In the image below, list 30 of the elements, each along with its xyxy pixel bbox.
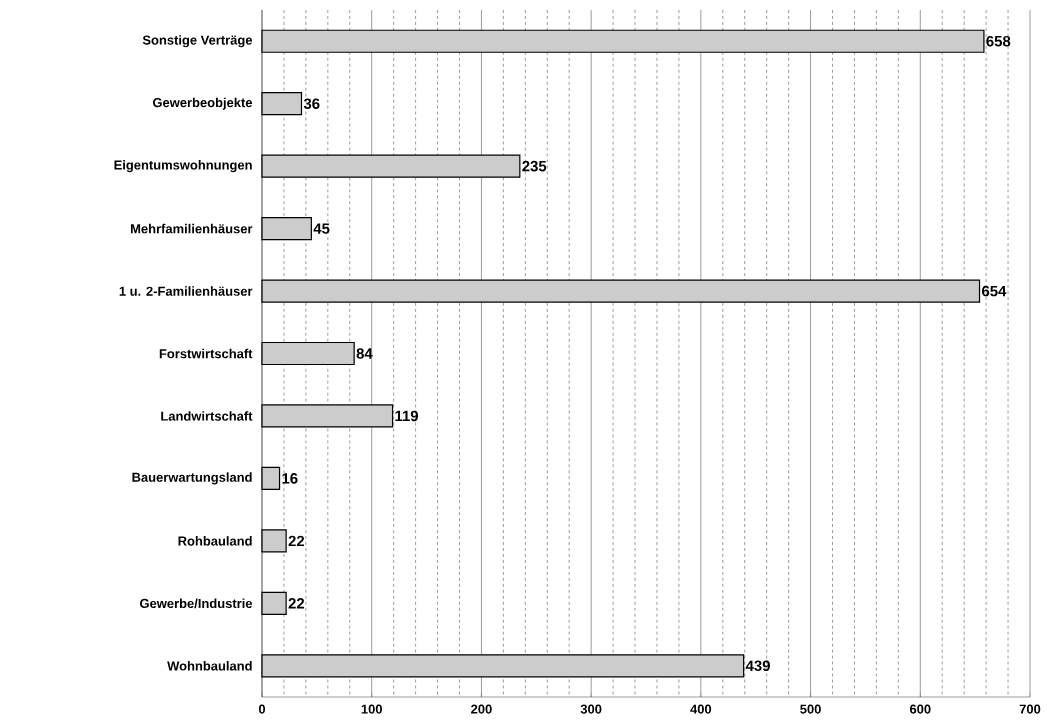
y-tick-label: Forstwirtschaft [159, 348, 253, 359]
y-tick-label: Gewerbeobjekte [152, 97, 253, 110]
data-label: 439 [745, 660, 770, 672]
x-tick-label: 500 [800, 704, 821, 714]
y-tick-label: Rohbauland [178, 536, 252, 546]
data-label: 84 [356, 348, 373, 359]
data-label: 654 [982, 285, 1007, 297]
y-tick-label: Wohnbauland [167, 661, 252, 671]
data-label: 16 [282, 473, 298, 484]
data-label: 22 [288, 598, 305, 609]
x-tick-label: 0 [258, 704, 266, 714]
y-tick-label: Mehrfamilienhäuser [131, 223, 253, 234]
y-tick-label: 1 u. 2-Familienhäuser [119, 286, 253, 296]
x-tick-label: 400 [690, 704, 712, 714]
x-tick-label: 600 [909, 704, 931, 714]
x-tick-label: 200 [471, 704, 492, 714]
data-label: 235 [522, 160, 547, 172]
y-tick-label: Bauerwartungsland [132, 472, 252, 485]
y-tick-label: Eigentumswohnungen [114, 160, 252, 173]
data-label: 45 [313, 223, 330, 234]
data-label: 119 [395, 410, 419, 422]
data-label: 22 [288, 535, 305, 547]
x-tick-label: 300 [580, 704, 602, 714]
x-tick-label: 700 [1019, 704, 1041, 714]
data-label: 36 [303, 98, 320, 109]
y-tick-label: Landwirtschaft [161, 411, 253, 421]
y-tick-label: Sonstige Verträge [142, 35, 253, 48]
data-label: 658 [986, 35, 1011, 47]
x-tick-label: 100 [361, 704, 382, 714]
y-tick-label: Gewerbe/Industrie [140, 598, 253, 609]
